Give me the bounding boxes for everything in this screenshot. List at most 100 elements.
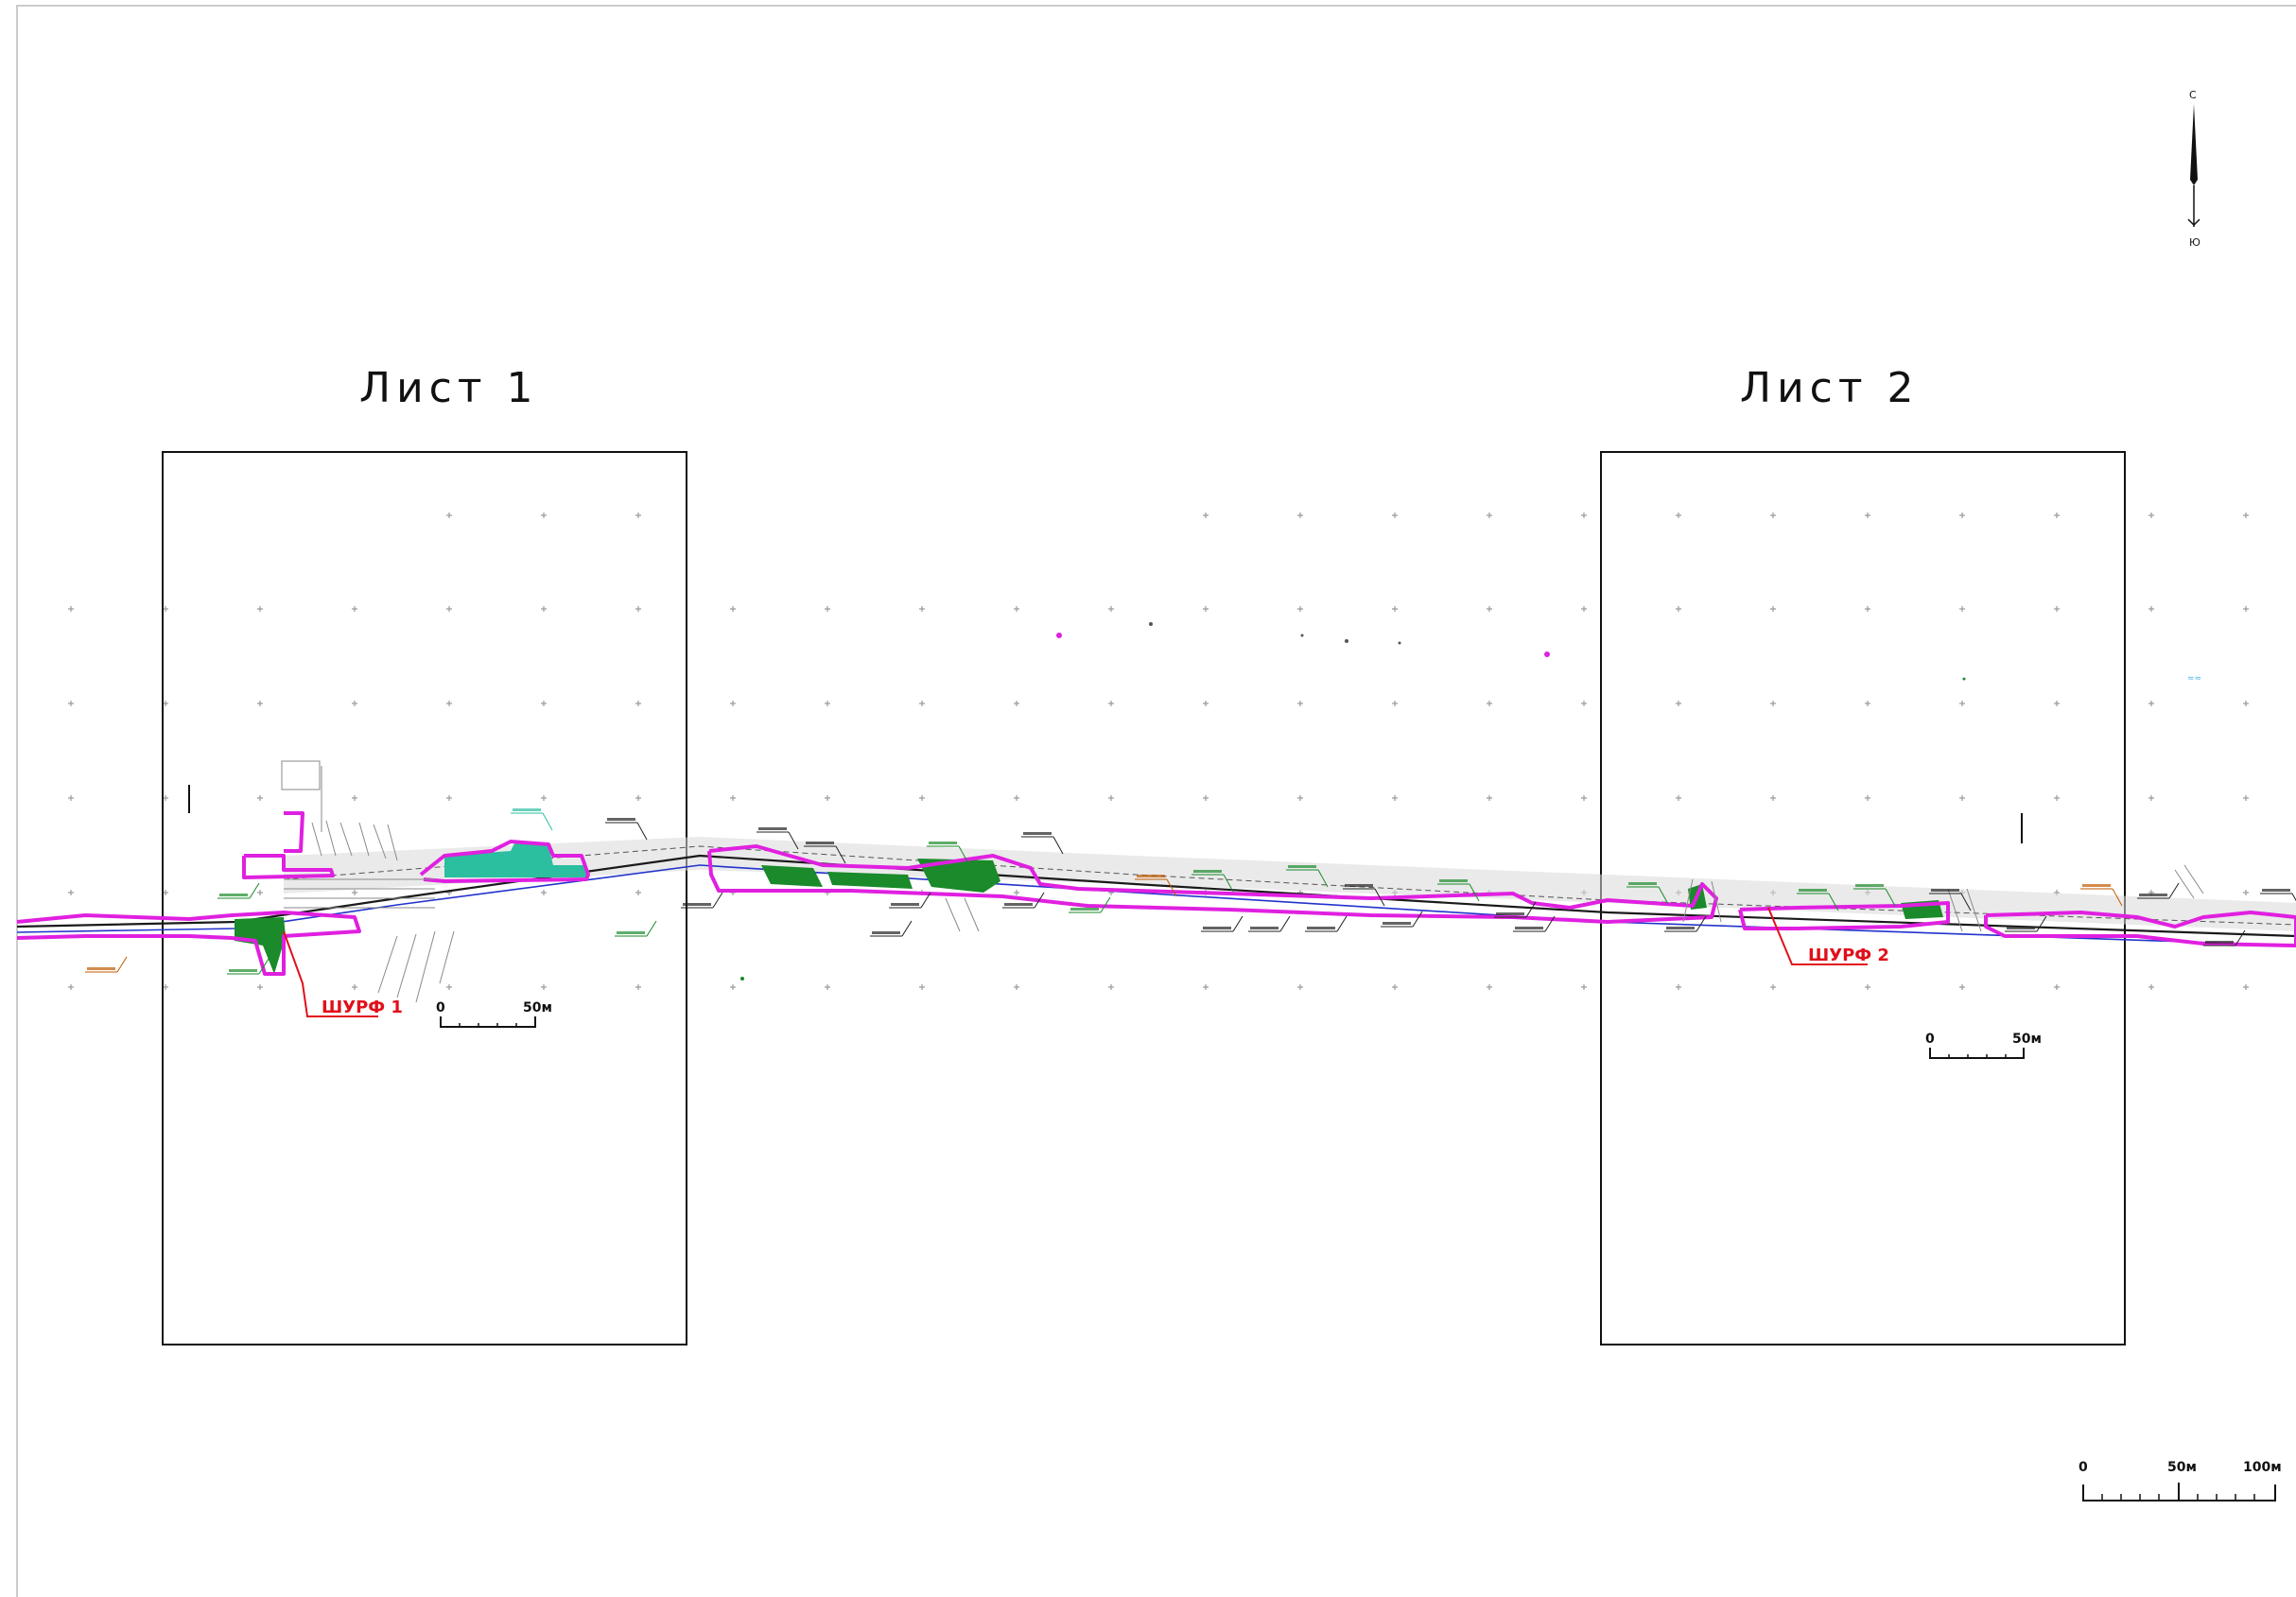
annotation-text-stub <box>872 931 900 934</box>
grid-cross <box>1108 795 1114 801</box>
grid-cross <box>446 795 452 801</box>
annotation-text-stub <box>1004 903 1033 906</box>
grid-cross <box>635 512 641 518</box>
grid-cross <box>635 606 641 612</box>
grid-cross <box>68 984 74 990</box>
annotation-pointer <box>1100 896 1111 913</box>
annotation-pointer <box>1317 869 1329 888</box>
sheet-1-scale-zero: 0 <box>436 1000 445 1015</box>
annotation-text-stub <box>929 842 957 844</box>
annotation-pointer <box>1336 915 1348 932</box>
annotation-pointer <box>1469 883 1480 902</box>
grid-cross <box>1865 512 1870 518</box>
grid-cross <box>1203 606 1209 612</box>
annotation-pointer <box>835 845 846 864</box>
grid-cross <box>825 606 830 612</box>
annotation-pointer <box>2036 915 2047 932</box>
grid-cross <box>352 795 357 801</box>
grid-cross <box>257 795 263 801</box>
grid-cross <box>541 606 547 612</box>
annotation-pointer <box>1412 911 1423 928</box>
sheet-1-title: Лист 1 <box>359 364 538 412</box>
annotation-pointer <box>1828 893 1839 911</box>
grid-cross <box>635 795 641 801</box>
grid-cross <box>68 701 74 706</box>
annotation-pointer <box>1544 915 1556 932</box>
annotation-pointer <box>1279 915 1291 932</box>
grid-cross <box>1865 984 1870 990</box>
grid-cross <box>1865 795 1870 801</box>
grid-cross <box>825 795 830 801</box>
annotation-pointer <box>1525 901 1537 918</box>
grid-cross <box>2243 512 2249 518</box>
grid-cross <box>68 890 74 895</box>
grid-cross <box>257 890 263 895</box>
work-zone-3 <box>827 872 913 889</box>
structure-hatching <box>281 760 2204 1003</box>
grid-cross <box>919 606 925 612</box>
annotation-pointer <box>1166 878 1177 897</box>
pit-marker-2: ШУРФ 2 <box>1767 907 1889 965</box>
grid-cross <box>730 984 736 990</box>
annotation-text-stub <box>2205 941 2234 944</box>
grid-cross <box>1770 512 1776 518</box>
annotation-pointer <box>249 882 260 899</box>
annotation-pointer <box>1034 892 1045 909</box>
grid-cross <box>2054 512 2060 518</box>
sheet-2-scale-zero: 0 <box>1925 1032 1935 1047</box>
grid-cross <box>1487 701 1492 706</box>
grid-cross <box>1959 512 1965 518</box>
pit-marker-1: ШУРФ 1 <box>283 930 403 1017</box>
annotation-text-stub <box>1307 927 1335 929</box>
annotation-text-stub <box>1628 882 1657 885</box>
grid-cross <box>1392 512 1398 518</box>
grid-cross <box>541 512 547 518</box>
annotation-text-stub <box>607 818 635 821</box>
grid-cross <box>541 890 547 895</box>
grid-cross <box>730 701 736 706</box>
annotation-text-stub <box>806 842 834 844</box>
grid-cross <box>1297 795 1303 801</box>
grid-cross <box>2054 606 2060 612</box>
work-zone-4 <box>917 859 1000 893</box>
grid-cross <box>2148 701 2154 706</box>
grid-cross <box>352 701 357 706</box>
grid-cross <box>541 795 547 801</box>
grid-cross <box>1108 701 1114 706</box>
annotation-text-stub <box>1439 879 1468 882</box>
grid-cross <box>2243 701 2249 706</box>
annotation-pointer <box>1658 886 1669 905</box>
annotation-pointer <box>2235 929 2246 946</box>
main-scale-zero: 0 <box>2079 1460 2088 1475</box>
annotation-text-stub <box>1383 922 1411 925</box>
sheet-1-scale-end: 50м <box>523 1000 552 1015</box>
annotation-text-stub <box>1799 889 1827 892</box>
grid-cross <box>541 701 547 706</box>
annotation-text-stub <box>1515 927 1543 929</box>
grid-cross <box>1392 701 1398 706</box>
annotation-pointer <box>646 920 657 937</box>
grid-cross <box>1108 606 1114 612</box>
grid-cross <box>2054 984 2060 990</box>
grid-cross <box>2243 890 2249 895</box>
grid-cross <box>446 984 452 990</box>
grid-cross <box>1959 984 1965 990</box>
north-arrow-north-label: С <box>2189 89 2197 101</box>
sheet-north-ticks <box>188 785 2023 843</box>
grid-cross <box>825 984 830 990</box>
annotation-text-stub <box>1023 832 1052 835</box>
annotation-text-stub <box>229 969 257 972</box>
annotation-text-stub <box>891 903 919 906</box>
grid-cross <box>1108 984 1114 990</box>
annotation-text-stub <box>1070 908 1099 911</box>
grid-cross <box>541 984 547 990</box>
grid-cross <box>1581 512 1587 518</box>
annotation-text-stub <box>513 808 541 811</box>
annotation-text-stub <box>1666 927 1695 929</box>
grid-cross <box>1959 795 1965 801</box>
grid-cross <box>1770 795 1776 801</box>
annotation-pointer <box>636 822 648 841</box>
annotation-text-stub <box>1203 927 1231 929</box>
grid-cross <box>257 701 263 706</box>
